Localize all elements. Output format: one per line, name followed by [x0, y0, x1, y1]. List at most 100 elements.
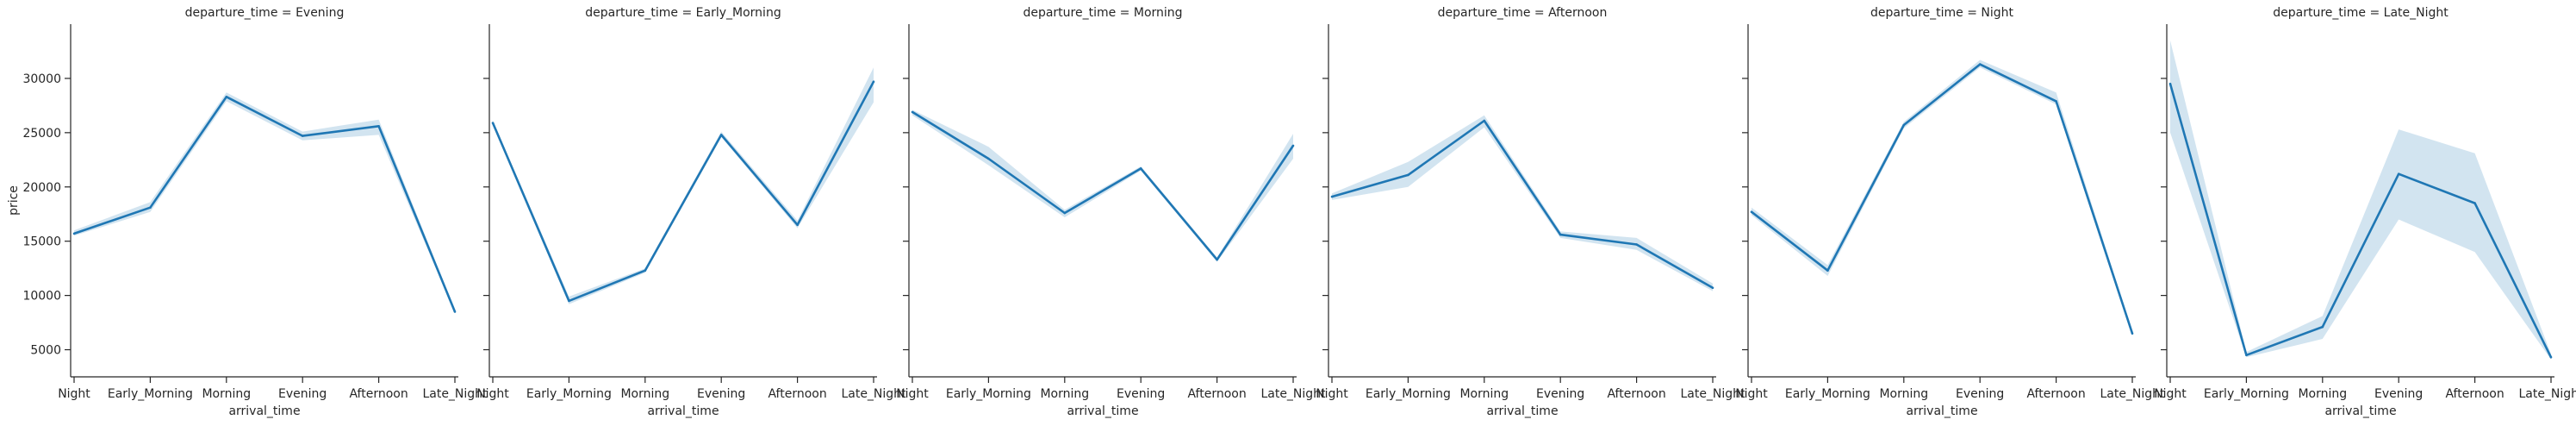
data-point-Morning — [644, 269, 647, 273]
y-tick-label: 10000 — [22, 290, 61, 304]
confidence-band — [912, 110, 1293, 262]
data-point-Early_Morning — [2245, 354, 2248, 357]
facet-panel-4: Night Early_Morning Morning Evening Afternoo… — [1316, 6, 1745, 418]
facet-panel-3: Night Early_Morning Morning Evening Afternoo… — [896, 6, 1326, 418]
data-point-Night — [911, 110, 914, 114]
data-point-Morning — [1483, 119, 1486, 122]
data-point-Morning — [1902, 123, 1906, 127]
confidence-band — [2170, 40, 2551, 360]
x-tick-label: Evening — [697, 387, 745, 401]
y-tick-label: 20000 — [22, 181, 61, 195]
x-tick-label: Morning — [1459, 387, 1509, 401]
panel-title: departure_time = Evening — [185, 6, 345, 20]
data-point-Late_Night — [1291, 144, 1295, 147]
y-axis-label: price — [7, 185, 21, 216]
facet-panel-6: Night Early_Morning Morning Evening Afternoo… — [2154, 6, 2576, 418]
data-point-Early_Morning — [987, 157, 990, 160]
data-point-Late_Night — [1711, 286, 1714, 290]
series-line — [1331, 119, 1714, 289]
confidence-band — [1752, 60, 2132, 335]
x-tick-label: Afternoon — [1187, 387, 1246, 401]
y-tick-label: 25000 — [22, 127, 61, 141]
x-tick-label: Evening — [1536, 387, 1584, 401]
panel-title: departure_time = Morning — [1023, 6, 1182, 20]
x-tick-label: Night — [896, 387, 929, 401]
x-tick-label: Night — [1735, 387, 1768, 401]
x-tick-label: Early_Morning — [526, 387, 612, 401]
series-line — [912, 110, 1295, 261]
panel-title: departure_time = Night — [1870, 6, 2014, 20]
data-point-Evening — [2397, 172, 2400, 175]
x-tick-label: Night — [476, 387, 509, 401]
x-tick-label: Afternoon — [2026, 387, 2085, 401]
x-tick-label: Early_Morning — [946, 387, 1031, 401]
data-point-Late_Night — [2549, 356, 2553, 359]
series-line — [491, 81, 875, 303]
data-point-Afternoon — [2055, 100, 2057, 103]
x-tick-label: Late_Night — [1260, 387, 1326, 401]
data-point-Early_Morning — [568, 299, 570, 303]
panel-title: departure_time = Afternoon — [1438, 6, 1608, 20]
x-axis-label: arrival_time — [228, 404, 300, 418]
x-tick-label: Afternoon — [768, 387, 826, 401]
data-point-Early_Morning — [149, 206, 152, 209]
data-point-Afternoon — [377, 125, 380, 128]
x-tick-label: Early_Morning — [1366, 387, 1451, 401]
x-tick-label: Afternoon — [1607, 387, 1665, 401]
data-point-Evening — [1559, 233, 1562, 236]
x-tick-label: Late_Night — [841, 387, 906, 401]
data-point-Late_Night — [2131, 332, 2134, 335]
x-tick-label: Night — [58, 387, 90, 401]
x-tick-label: Evening — [1956, 387, 2004, 401]
confidence-band — [1332, 115, 1713, 291]
data-point-Early_Morning — [1407, 173, 1409, 177]
data-point-Night — [1330, 195, 1334, 198]
data-point-Early_Morning — [1826, 269, 1829, 273]
data-point-Evening — [719, 134, 723, 136]
x-axis-label: arrival_time — [2324, 404, 2396, 418]
data-point-Morning — [225, 96, 228, 98]
facet-panel-5: Night Early_Morning Morning Evening Afternoo… — [1735, 6, 2165, 418]
y-tick-label: 5000 — [30, 344, 61, 358]
data-point-Afternoon — [2473, 202, 2476, 204]
x-tick-label: Morning — [1879, 387, 1928, 401]
x-tick-label: Late_Night — [2100, 387, 2165, 401]
data-point-Late_Night — [872, 80, 875, 83]
panel-title: departure_time = Late_Night — [2273, 6, 2448, 20]
data-point-Night — [72, 232, 76, 235]
x-tick-label: Afternoon — [2445, 387, 2504, 401]
x-tick-label: Early_Morning — [108, 387, 193, 401]
series-line — [73, 96, 457, 312]
y-tick-label: 30000 — [22, 72, 61, 86]
x-tick-label: Early_Morning — [2204, 387, 2289, 401]
confidence-band — [493, 67, 874, 304]
x-tick-label: Early_Morning — [1785, 387, 1870, 401]
data-point-Evening — [1978, 63, 1982, 66]
x-axis-label: arrival_time — [1486, 404, 1558, 418]
x-tick-label: Evening — [278, 387, 327, 401]
data-point-Afternoon — [1216, 258, 1218, 261]
data-point-Late_Night — [453, 310, 457, 313]
x-tick-label: Morning — [202, 387, 251, 401]
x-axis-label: arrival_time — [1067, 404, 1138, 418]
x-tick-label: Late_Night — [1680, 387, 1745, 401]
x-tick-label: Morning — [1040, 387, 1089, 401]
y-tick-label: 15000 — [22, 235, 61, 249]
facet-panel-2: Night Early_Morning Morning Evening Afternoo… — [476, 6, 906, 418]
x-tick-label: Night — [1316, 387, 1348, 401]
series-line — [2168, 83, 2553, 358]
data-point-Night — [2168, 82, 2172, 85]
x-tick-label: Morning — [620, 387, 669, 401]
data-point-Night — [1750, 210, 1753, 213]
data-point-Afternoon — [1635, 243, 1638, 246]
x-tick-label: Night — [2154, 387, 2187, 401]
x-tick-label: Evening — [1117, 387, 1165, 401]
panel-title: departure_time = Early_Morning — [585, 6, 781, 20]
x-tick-label: Late_Night — [422, 387, 488, 401]
data-point-Night — [491, 122, 495, 124]
x-tick-label: Afternoon — [349, 387, 408, 401]
data-point-Morning — [1063, 211, 1067, 215]
facet-panel-1: 5000 10000 15000 20000 25000 30000 Night Early_… — [7, 6, 488, 418]
